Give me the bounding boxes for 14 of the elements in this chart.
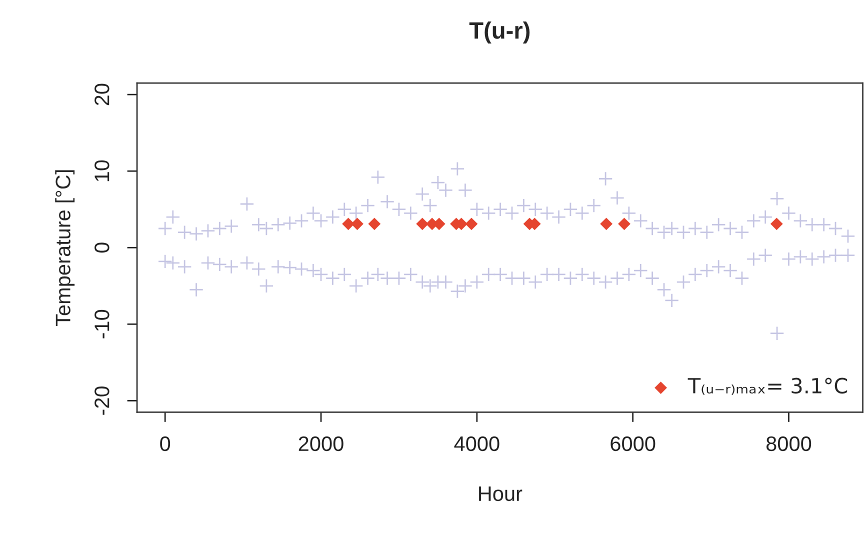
y-tick-label: -10 xyxy=(94,310,110,338)
y-tick-label: 20 xyxy=(94,84,110,106)
y-tick-label: 0 xyxy=(94,242,110,253)
x-tick-label: 4000 xyxy=(454,436,500,452)
x-tick-label: 0 xyxy=(160,436,170,452)
y-tick-label: -20 xyxy=(94,386,110,415)
x-tick-label: 2000 xyxy=(298,436,344,452)
x-tick-label: 6000 xyxy=(610,436,656,452)
x-tick-label: 8000 xyxy=(766,436,812,452)
x-axis-title: Hour xyxy=(479,486,522,502)
y-axis-title: Temperature [°C] xyxy=(55,170,75,326)
chart-title: T(u-r) xyxy=(469,22,530,44)
legend-label: T₍ᵤ₋ᵣ₎ₘₐₓ= 3.1°C xyxy=(688,378,848,395)
y-tick-label: 10 xyxy=(94,160,110,182)
